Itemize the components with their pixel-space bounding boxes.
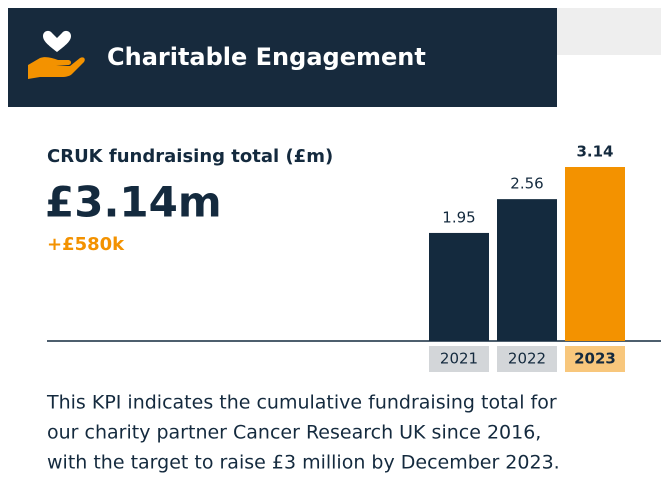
bar — [497, 199, 557, 341]
x-tick-label: 2021 — [440, 350, 478, 368]
header-bar — [8, 8, 557, 107]
x-tick-label: 2023 — [574, 350, 616, 368]
value-label: 2.56 — [510, 175, 543, 193]
category-box — [429, 346, 489, 372]
kpi-label: CRUK fundraising total (£m) — [47, 146, 333, 167]
category-box — [497, 346, 557, 372]
description-line: our charity partner Cancer Research UK s… — [47, 422, 541, 444]
kpi-change: +£580k — [47, 234, 125, 255]
background-band — [557, 8, 661, 55]
header-title: Charitable Engagement — [107, 43, 426, 71]
kpi-value: £3.14m — [45, 178, 222, 227]
value-label: 3.14 — [576, 143, 613, 161]
description-line: This KPI indicates the cumulative fundra… — [46, 392, 557, 414]
x-tick-label: 2022 — [508, 350, 546, 368]
description-line: with the target to raise £3 million by D… — [47, 452, 560, 474]
bar — [565, 167, 625, 341]
value-label: 1.95 — [442, 208, 475, 226]
category-box — [565, 346, 625, 372]
bar — [429, 232, 489, 341]
charity-icon — [28, 30, 85, 79]
